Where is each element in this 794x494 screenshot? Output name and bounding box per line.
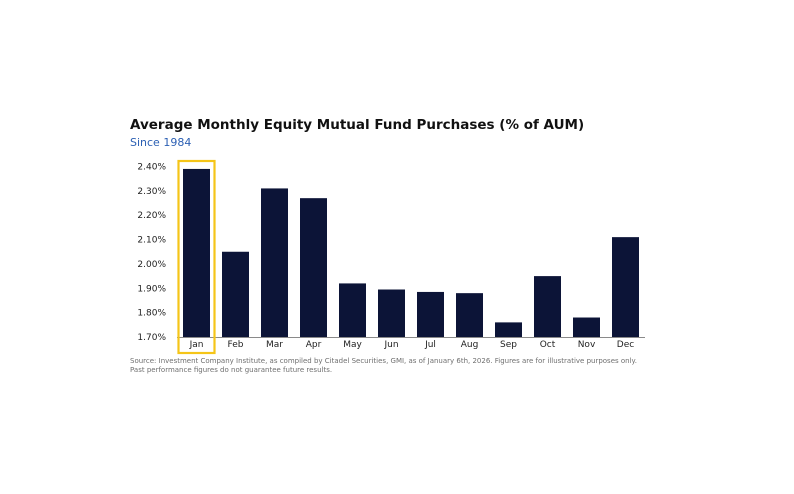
x-tick-label: Feb — [228, 340, 244, 350]
x-tick-label: Jul — [424, 340, 436, 350]
bars-group — [183, 168, 639, 337]
y-tick-label: 2.00% — [137, 260, 166, 270]
bar-dec — [612, 237, 639, 337]
chart-subtitle: Since 1984 — [130, 136, 192, 149]
y-tick-label: 1.90% — [137, 284, 166, 294]
bar-nov — [573, 317, 600, 337]
bar-apr — [300, 198, 327, 337]
source-note: Source: Investment Company Institute, as… — [130, 357, 690, 375]
bar-oct — [534, 276, 561, 337]
bar-may — [339, 283, 366, 337]
x-tick-label: Aug — [461, 340, 479, 350]
bar-jan — [183, 168, 210, 337]
chart-title: Average Monthly Equity Mutual Fund Purch… — [130, 117, 585, 133]
y-tick-label: 1.80% — [137, 309, 166, 319]
x-tick-label: Nov — [578, 340, 596, 350]
x-tick-label: Dec — [617, 340, 634, 350]
y-axis: 1.70% 1.80% 1.90% 2.00% 2.10% 2.20% 2.30% 2.40% — [137, 163, 166, 344]
source-line-1: Source: Investment Company Institute, as… — [130, 357, 637, 365]
source-line-2: Past performance figures do not guarante… — [130, 366, 333, 374]
bar-aug — [456, 293, 483, 337]
x-axis: Jan Feb Mar Apr May Jun Jul Aug Sep Oct Nov Dec — [189, 340, 635, 350]
y-tick-label: 2.10% — [137, 236, 166, 246]
x-tick-label: May — [343, 340, 362, 350]
bar-sep — [495, 322, 522, 337]
x-tick-label: Oct — [540, 340, 556, 350]
bar-jul — [417, 291, 444, 337]
y-tick-label: 2.40% — [137, 163, 166, 173]
y-tick-label: 1.70% — [137, 333, 166, 343]
highlight-box — [177, 159, 216, 355]
x-tick-label: Jun — [383, 340, 398, 350]
x-tick-label: Apr — [306, 340, 322, 350]
bar-jun — [378, 289, 405, 337]
bar-feb — [222, 251, 249, 337]
x-tick-label: Mar — [266, 340, 283, 350]
y-tick-label: 2.30% — [137, 187, 166, 197]
x-tick-label: Jan — [189, 340, 204, 350]
y-tick-label: 2.20% — [137, 211, 166, 221]
bar-mar — [261, 188, 288, 337]
x-tick-label: Sep — [500, 340, 517, 350]
